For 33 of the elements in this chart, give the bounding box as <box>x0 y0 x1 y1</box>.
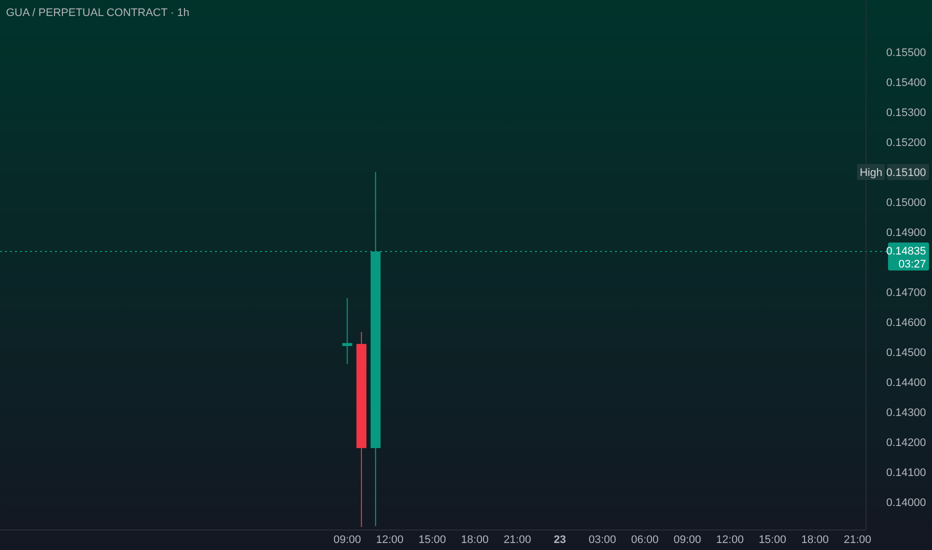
annotation: High <box>860 166 882 179</box>
x-tick-label: 21:00 <box>844 534 872 546</box>
text: 03:27 <box>898 258 926 270</box>
x-tick-label: 09:00 <box>674 534 702 546</box>
text: 0.15100 <box>886 166 926 179</box>
x-tick-label: 18:00 <box>801 534 829 546</box>
candlestick <box>342 298 352 365</box>
y-tick-label: 0.14600 <box>886 316 926 329</box>
x-tick-label: 15:00 <box>418 534 446 546</box>
y-tick-label: 0.14700 <box>886 286 926 299</box>
x-tick-label: 12:00 <box>376 534 404 546</box>
x-tick-label: 06:00 <box>631 534 659 546</box>
ref-line-label: 0.14835 <box>886 245 926 258</box>
y-tick-label: 0.15200 <box>886 136 926 149</box>
x-tick-label: 18:00 <box>461 534 489 546</box>
x-tick-label: 21:00 <box>504 534 532 546</box>
x-tick-label: 15:00 <box>758 534 786 546</box>
y-tick-label: 0.14100 <box>886 466 926 479</box>
y-tick-label: 0.14400 <box>886 376 926 389</box>
y-tick-label: 0.14300 <box>886 406 926 419</box>
y-tick-label: 0.15400 <box>886 76 926 89</box>
x-tick-label: 23 <box>554 534 566 546</box>
y-tick-label: 0.14900 <box>886 226 926 239</box>
y-tick-label: 0.14500 <box>886 346 926 359</box>
y-tick-label: 0.15300 <box>886 106 926 119</box>
y-tick-label: 0.15500 <box>886 46 926 59</box>
y-tick-label: 0.14000 <box>886 496 926 509</box>
x-tick-label: 09:00 <box>333 534 362 546</box>
y-tick-label: 0.15000 <box>886 196 926 209</box>
x-tick-label: 03:00 <box>588 534 616 546</box>
x-tick-label: 12:00 <box>716 534 744 546</box>
y-tick-label: 0.14200 <box>886 436 926 449</box>
text: GUA / PERPETUAL CONTRACT · 1h <box>6 7 190 19</box>
